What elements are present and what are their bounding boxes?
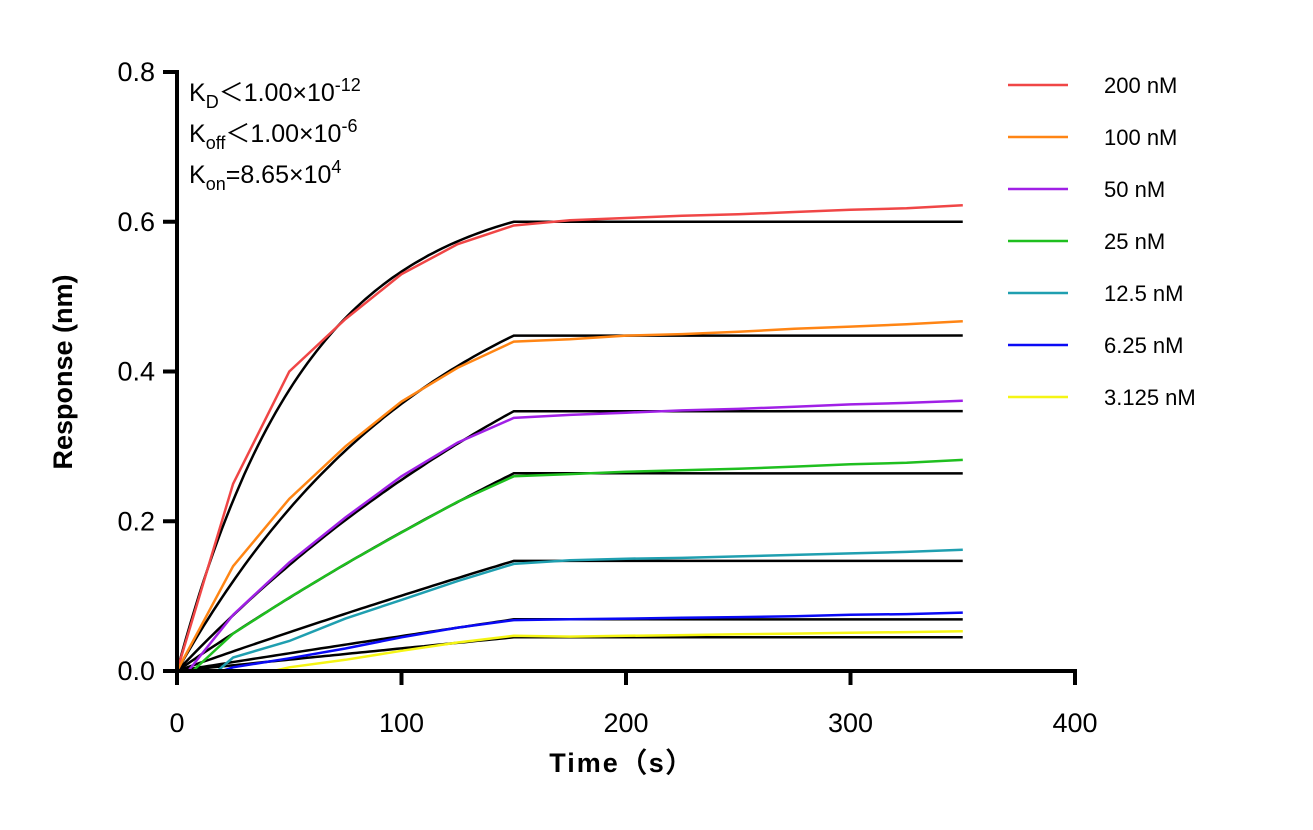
y-tick-label: 0.2 (117, 506, 155, 536)
fit-line-5 (176, 618, 963, 673)
fit-curves (175, 220, 963, 673)
series-line-2 (187, 399, 963, 672)
fit-line-4 (176, 559, 963, 673)
series-line-6 (273, 630, 963, 673)
kinetic-annotations: KD＜1.00×10-12 Koff＜1.00×10-6 Kon=8.65×104 (189, 75, 361, 194)
x-tick-label: 400 (1052, 708, 1097, 738)
x-tick-label: 0 (169, 708, 184, 738)
legend-label: 3.125 nM (1104, 385, 1196, 410)
series-line-4 (216, 548, 963, 672)
measured-curves (175, 204, 963, 673)
legend-label: 100 nM (1104, 125, 1177, 150)
legend-label: 50 nM (1104, 177, 1165, 202)
legend-label: 25 nM (1104, 229, 1165, 254)
y-tick-label: 0.4 (117, 357, 155, 387)
y-axis-label: Response (nm) (48, 274, 78, 469)
x-tick-label: 100 (379, 708, 424, 738)
series-line-1 (175, 320, 963, 672)
annotation-line: KD＜1.00×10-12 (189, 75, 361, 112)
legend: 200 nM 100 nM 50 nM 25 nM 12.5 nM 6.25 nM 3.12… (1008, 73, 1196, 410)
legend-label: 200 nM (1104, 73, 1177, 98)
series-line-3 (191, 458, 963, 672)
annotation-line: Koff＜1.00×10-6 (189, 116, 357, 153)
x-axis-label: Time（s） (549, 748, 695, 778)
y-tick-label: 0.6 (117, 207, 155, 237)
annotation-line: Kon=8.65×104 (189, 157, 341, 194)
y-tick-label: 0.8 (117, 57, 155, 87)
x-tick-label: 300 (828, 708, 873, 738)
y-tick-label: 0.0 (117, 656, 155, 686)
x-tick-label: 200 (603, 708, 648, 738)
fit-line-1 (175, 334, 963, 672)
legend-label: 12.5 nM (1104, 281, 1184, 306)
fit-line-0 (175, 220, 963, 672)
legend-label: 6.25 nM (1104, 333, 1184, 358)
series-line-5 (221, 611, 963, 673)
series-line-0 (175, 204, 963, 672)
axes: 0.0 0.2 0.4 0.6 0.8 0 100 200 300 400 (117, 57, 1097, 738)
